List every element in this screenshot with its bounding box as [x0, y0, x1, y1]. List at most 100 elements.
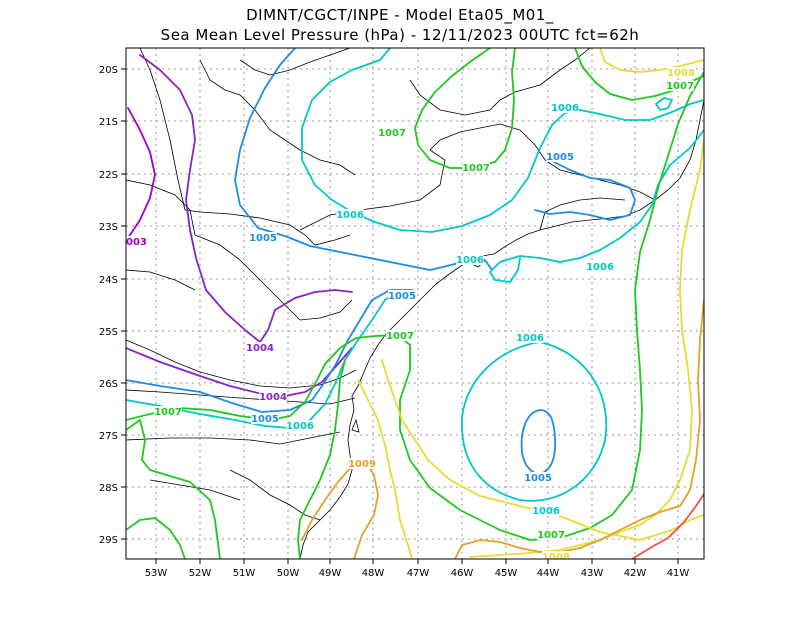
- isobar-1004-south: [126, 347, 353, 397]
- isobar-1008-east: [599, 48, 704, 73]
- lon-tick-label: 46W: [451, 568, 474, 579]
- lon-tick-label: 50W: [277, 568, 300, 579]
- contour-label-bg: [259, 391, 287, 402]
- lon-tick-label: 44W: [537, 568, 560, 579]
- isobar-1005-south: [126, 289, 413, 413]
- isobar-1010: [631, 493, 704, 559]
- contour-label-bg: [249, 232, 277, 243]
- contour-label-bg: [524, 472, 552, 483]
- isobar-1008-edge: [469, 139, 704, 558]
- chart-title-line2: Sea Mean Level Pressure (hPa) - 12/11/20…: [160, 26, 640, 44]
- contour-label-bg: [666, 80, 694, 91]
- lat-tick-label: 23S: [99, 222, 118, 233]
- lat-tick-label: 27S: [99, 431, 118, 442]
- lon-tick-label: 42W: [624, 568, 647, 579]
- lon-tick-label: 53W: [145, 568, 168, 579]
- contour-label-1005: 1005: [524, 473, 552, 484]
- contour-label-1004: 1004: [246, 343, 274, 354]
- contour-label-bg: [586, 261, 614, 272]
- contour-label-1008: 1008: [667, 68, 695, 79]
- lon-tick-label: 51W: [233, 568, 256, 579]
- contour-label-1006: 1006: [532, 506, 560, 517]
- contour-label-1005: 1005: [546, 152, 574, 163]
- contour-label-1007: 1007: [462, 163, 490, 174]
- lon-tick-label: 48W: [362, 568, 385, 579]
- contour-label-1003: 003: [126, 237, 147, 248]
- isobar-1006-ring: [655, 97, 673, 111]
- isobars: [126, 48, 704, 559]
- isobar-1006-north: [301, 48, 704, 233]
- contour-label-bg: [251, 413, 279, 424]
- contour-label-bg: [551, 102, 579, 113]
- contour-label-bg: [336, 209, 364, 220]
- contour-label-bg: [378, 127, 406, 138]
- axis-ticks: 20S 21S 22S 23S 24S 25S 26S 27S 28S 29S 53W 52W 51W 5…: [99, 65, 689, 579]
- isobar-1007-southeast: [397, 71, 704, 541]
- contour-label-bg: [348, 458, 376, 469]
- lat-tick-label: 26S: [99, 379, 118, 390]
- contour-label-bg: [126, 236, 147, 247]
- lat-tick-label: 29S: [99, 535, 118, 546]
- contour-label-bg: [456, 254, 484, 265]
- lon-tick-label: 41W: [667, 568, 690, 579]
- contour-label-bg: [546, 151, 574, 162]
- contour-label-bg: [462, 162, 490, 173]
- isobar-1009-south: [301, 461, 379, 559]
- lon-tick-label: 52W: [189, 568, 212, 579]
- isobar-1006-low: [461, 341, 608, 502]
- contour-label-1007: 1007: [666, 81, 694, 92]
- isobar-1007-w-loop: [126, 419, 221, 559]
- contour-label-1006: 1006: [516, 333, 544, 344]
- contour-label-1005: 1005: [251, 414, 279, 425]
- contour-label-bg: [388, 290, 416, 301]
- contour-label-1006: 1006: [336, 210, 364, 221]
- lat-tick-label: 28S: [99, 483, 118, 494]
- isobar-1008-arc: [381, 359, 704, 541]
- contour-label-bg: [154, 406, 182, 417]
- contour-label-bg: [286, 420, 314, 431]
- isobar-1009-east: [454, 299, 704, 559]
- contour-label-1006: 1006: [586, 262, 614, 273]
- contour-label-bg: [532, 505, 560, 516]
- contour-label-1008: 1008: [542, 552, 570, 563]
- chart-title-line1: DIMNT/CGCT/INPE - Model Eta05_M01_: [246, 6, 554, 24]
- contour-label-1007: 1007: [378, 128, 406, 139]
- isobar-1007-southwest: [126, 334, 399, 421]
- coastline-and-borders: [126, 48, 704, 559]
- lon-tick-label: 49W: [319, 568, 342, 579]
- isobar-1006-east: [489, 129, 704, 283]
- contour-label-bg: [386, 330, 414, 341]
- contour-label-bg: [246, 342, 274, 353]
- isobar-1004-north: [139, 54, 353, 343]
- lon-tick-label: 45W: [495, 568, 518, 579]
- lat-tick-label: 20S: [99, 65, 118, 76]
- contour-label-bg: [542, 551, 570, 559]
- contour-label-bg: [667, 67, 695, 78]
- contour-label-1006: 1006: [456, 255, 484, 266]
- contour-label-1007: 1007: [537, 530, 565, 541]
- grid-lines: [126, 48, 704, 559]
- contour-labels: 003 1004 1004 1005 1005 1005 1005 1005 1006 1006 1…: [126, 67, 695, 563]
- isobar-1007-north: [414, 48, 516, 169]
- contour-label-1007: 1007: [386, 331, 414, 342]
- contour-label-bg: [537, 529, 565, 540]
- plot-frame: [125, 47, 705, 560]
- isobar-1005-northeast: [534, 159, 636, 221]
- isobar-1006-south: [126, 289, 401, 429]
- contour-label-bg: [516, 332, 544, 343]
- isobar-1005-low: [520, 409, 557, 475]
- isobar-1007-coastal: [297, 359, 346, 559]
- lat-tick-label: 21S: [99, 117, 118, 128]
- lon-tick-label: 47W: [407, 568, 430, 579]
- lon-tick-label: 43W: [581, 568, 604, 579]
- isobar-1008-south: [357, 379, 413, 559]
- contour-label-1007: 1007: [154, 407, 182, 418]
- lat-tick-label: 22S: [99, 170, 118, 181]
- lat-tick-label: 24S: [99, 275, 118, 286]
- contour-label-1006: 1006: [286, 421, 314, 432]
- isobar-1007-sw-loop: [126, 517, 186, 559]
- contour-label-1004: 1004: [259, 392, 287, 403]
- contour-label-1009: 1009: [348, 459, 376, 470]
- lat-tick-label: 25S: [99, 327, 118, 338]
